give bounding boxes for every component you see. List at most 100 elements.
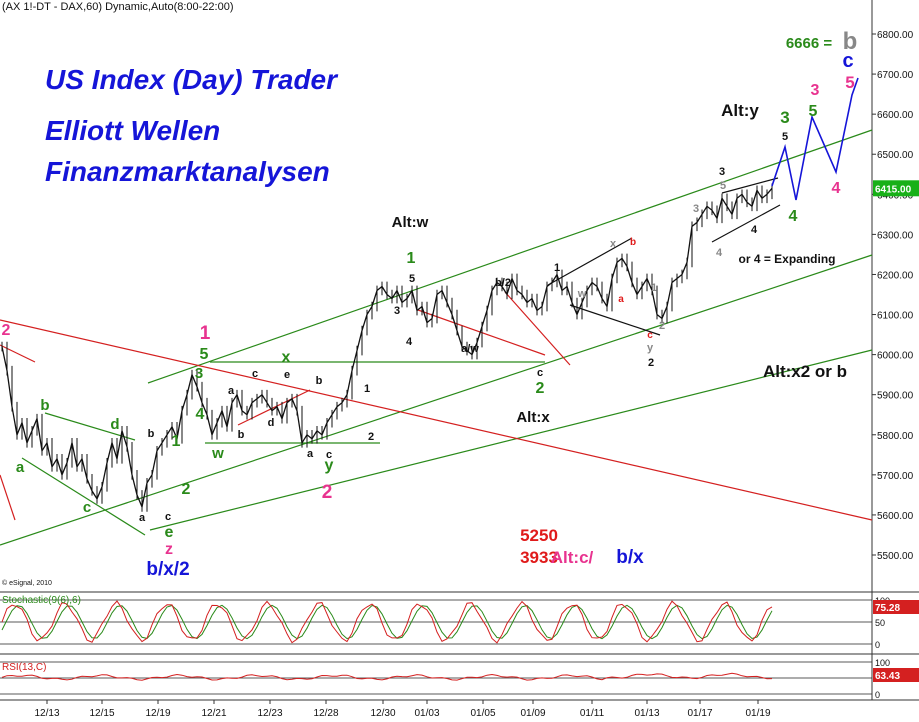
wave-label: c [83,499,91,516]
price-line [1,187,773,510]
green-channel-lower [0,254,873,546]
wave-label: b [40,397,49,414]
wave-label: Alt:x2 or b [763,362,847,381]
wave-label: 1 [200,323,211,344]
banner-line-3: Finanzmarktanalysen [45,156,330,187]
price-tick-label: 6600.00 [877,110,914,121]
wave-label: 5 [720,180,726,192]
wave-label: 3 [811,82,820,99]
x-tick-label: 01/13 [634,708,659,719]
wave-label: 5250 [520,526,558,545]
price-tick-label: 5500.00 [877,551,914,562]
black-wedge-lower [569,304,661,336]
wave-label: 4 [832,180,841,197]
wave-label: Alt:x [516,409,550,426]
wave-label: c [165,511,171,523]
wave-label: 4 [196,406,205,423]
wave-label: 2 [536,380,545,397]
wave-label: a [139,512,146,524]
wave-label: 2 [368,431,374,443]
x-tick-label: 12/28 [313,708,338,719]
green-channel-upper [147,129,873,384]
rsi-line [1,672,773,681]
wave-label: 2 [322,482,333,503]
chart-title: (AX 1!-DT - DAX,60) Dynamic,Auto(8:00-22… [2,1,234,13]
price-tick-label: 5900.00 [877,391,914,402]
wave-label: 3 [693,203,699,215]
rsi-value: 63.43 [875,671,900,682]
wave-label: y [325,457,334,474]
last-price-badge [873,180,919,197]
price-tick-label: 6800.00 [877,30,914,41]
stoch-value: 75.28 [875,603,900,614]
wave-label: 1 [172,433,181,450]
price-tick-label: 6500.00 [877,150,914,161]
price-tick-label: 6700.00 [877,70,914,81]
projection-path [771,77,859,201]
wave-label: a [307,448,314,460]
wave-label: 5 [782,131,788,143]
wave-label: 5 [200,346,209,363]
x-tick-label: 12/13 [34,708,59,719]
wave-label: 4 [789,208,798,225]
x-tick-label: 01/03 [414,708,439,719]
stoch-value-badge [873,600,919,614]
wave-label: 1 [407,250,416,267]
wave-label: b [630,237,636,248]
x-tick-label: 12/30 [370,708,395,719]
wave-label: y [647,342,654,354]
wave-label: 4 [751,224,758,236]
wave-label: 1 [554,262,560,274]
banner-title: US Index (Day) Trader [45,64,338,95]
wave-label: a [16,459,25,476]
green-wedge-lower [21,457,146,536]
wave-label: 5 [409,273,415,285]
wave-label: b/x/2 [146,559,189,580]
x-tick-label: 01/17 [687,708,712,719]
green-wedge-upper [44,412,136,441]
red-wedge-upper [237,389,311,426]
wave-label: Alt:c/ [551,548,594,567]
wave-label: 3 [394,305,400,317]
x-tick-label: 12/15 [89,708,114,719]
last-price-label: 6415.00 [875,184,912,195]
wave-label: x [610,238,617,250]
wave-label: 1 [364,383,370,395]
wave-label: 2 [2,322,11,339]
x-tick-label: 01/19 [745,708,770,719]
price-tick-label: 5800.00 [877,431,914,442]
price-tick-label: 6100.00 [877,311,914,322]
wave-label: z [165,541,173,558]
wave-label: c [326,449,332,461]
wave-label: e [165,524,174,541]
wave-label: 6666 = [786,35,833,52]
wave-label: b [148,428,155,440]
x-tick-label: 01/09 [520,708,545,719]
red-wedge-right [504,291,571,366]
wave-label: b/2 [495,277,511,289]
rsi-tick-label: 0 [875,690,880,700]
rsi-label: RSI(13,C) [2,662,46,673]
stoch-k-line [1,600,773,644]
wave-label: 4 [406,336,413,348]
x-tick-label: 12/23 [257,708,282,719]
x-tick-label: 01/05 [470,708,495,719]
wave-label: a [228,385,235,397]
wave-label: Alt:y [721,101,759,120]
wave-label: 3 [195,365,203,382]
wave-label: c [252,368,258,380]
price-tick-label: 5600.00 [877,511,914,522]
wave-label: b [316,375,323,387]
expanding-triangle-upper [721,177,779,194]
banner-line-2: Elliott Wellen [45,115,221,146]
wave-label: c [647,330,653,341]
green-support-line [149,349,873,531]
wave-label: d [268,417,275,429]
wave-label: a/w [461,343,479,355]
stoch-label: Stochastic(9(6),6) [2,595,81,606]
wave-label: 5 [809,103,818,120]
rsi-value-badge [873,668,919,682]
wave-label: c [842,50,853,72]
